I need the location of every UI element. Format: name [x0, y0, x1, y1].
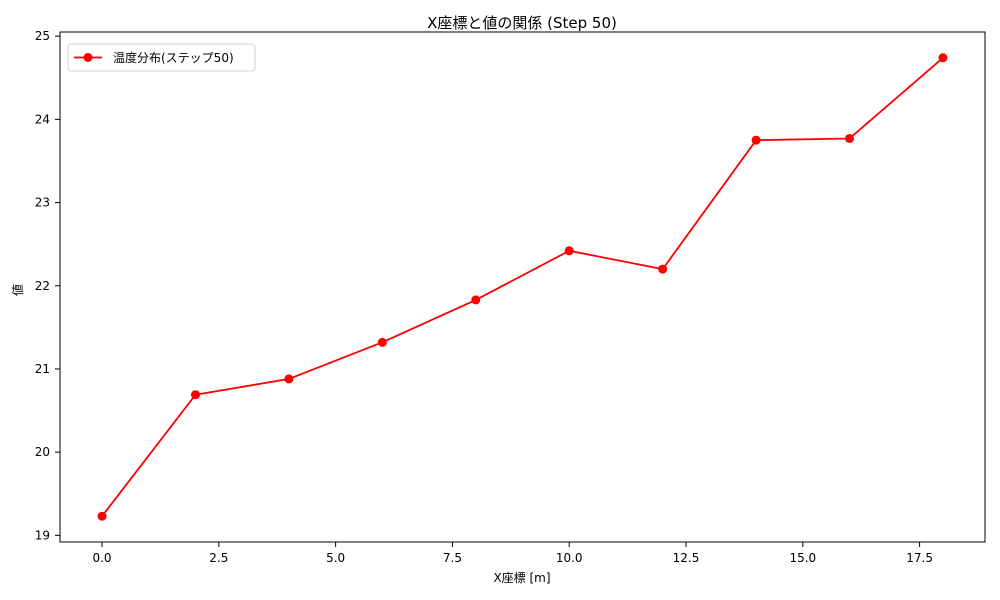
x-tick-label: 17.5	[906, 551, 933, 565]
x-tick-label: 15.0	[789, 551, 816, 565]
legend-box	[67, 43, 256, 72]
x-tick-label: 2.5	[209, 551, 228, 565]
plot-border	[59, 31, 986, 543]
legend: 温度分布(ステップ50)	[67, 43, 256, 72]
plot-area	[59, 31, 986, 543]
data-point	[564, 246, 574, 256]
series-layer	[97, 53, 948, 521]
y-axis-title: 値	[10, 284, 25, 296]
y-tick-label: 21	[35, 362, 50, 376]
data-point	[658, 264, 668, 274]
data-point	[284, 374, 294, 384]
legend-label: 温度分布(ステップ50)	[113, 50, 234, 65]
y-tick-label: 25	[35, 29, 50, 43]
y-tick-label: 20	[35, 445, 50, 459]
y-tick-label: 23	[35, 196, 50, 210]
x-tick-label: 0.0	[92, 551, 111, 565]
data-point	[938, 53, 948, 63]
legend-marker-swatch	[83, 53, 93, 62]
data-point	[751, 135, 761, 145]
data-point	[377, 337, 387, 347]
x-tick-label: 5.0	[326, 551, 345, 565]
x-tick-label: 12.5	[673, 551, 700, 565]
y-tick-label: 22	[35, 279, 50, 293]
x-tick-label: 7.5	[443, 551, 462, 565]
chart-title: X座標と値の関係 (Step 50)	[427, 14, 617, 32]
y-axis: 19 20 21 22 23 24 25	[35, 29, 60, 542]
series-line	[101, 57, 944, 517]
data-point	[471, 295, 481, 305]
data-point	[845, 133, 855, 143]
x-axis-title: X座標 [m]	[493, 570, 550, 585]
data-point	[97, 511, 107, 521]
x-axis: 0.0 2.5 5.0 7.5 10.0 12.5 15.0 17.5	[92, 542, 933, 565]
data-point	[190, 390, 200, 400]
x-tick-label: 10.0	[556, 551, 583, 565]
y-tick-label: 24	[35, 112, 50, 126]
y-tick-label: 19	[35, 528, 50, 542]
